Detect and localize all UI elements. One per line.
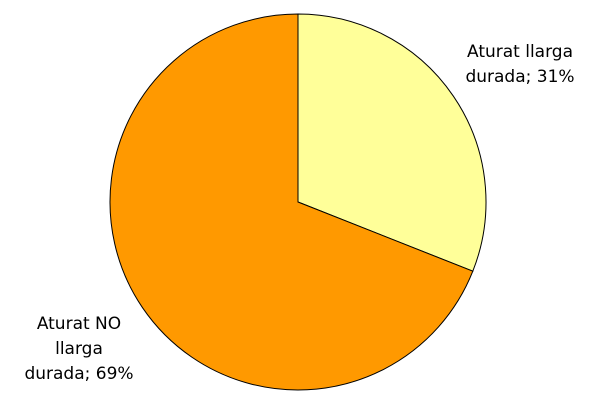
slice-label-long-term-unemployed: Aturat llarga durada; 31% bbox=[465, 42, 575, 87]
slice-label-not-long-term-unemployed: Aturat NO llarga durada; 69% bbox=[24, 314, 134, 384]
pie-slice-not-long-term-unemployed bbox=[109, 13, 474, 391]
pie-slice-long-term-unemployed bbox=[297, 13, 487, 272]
